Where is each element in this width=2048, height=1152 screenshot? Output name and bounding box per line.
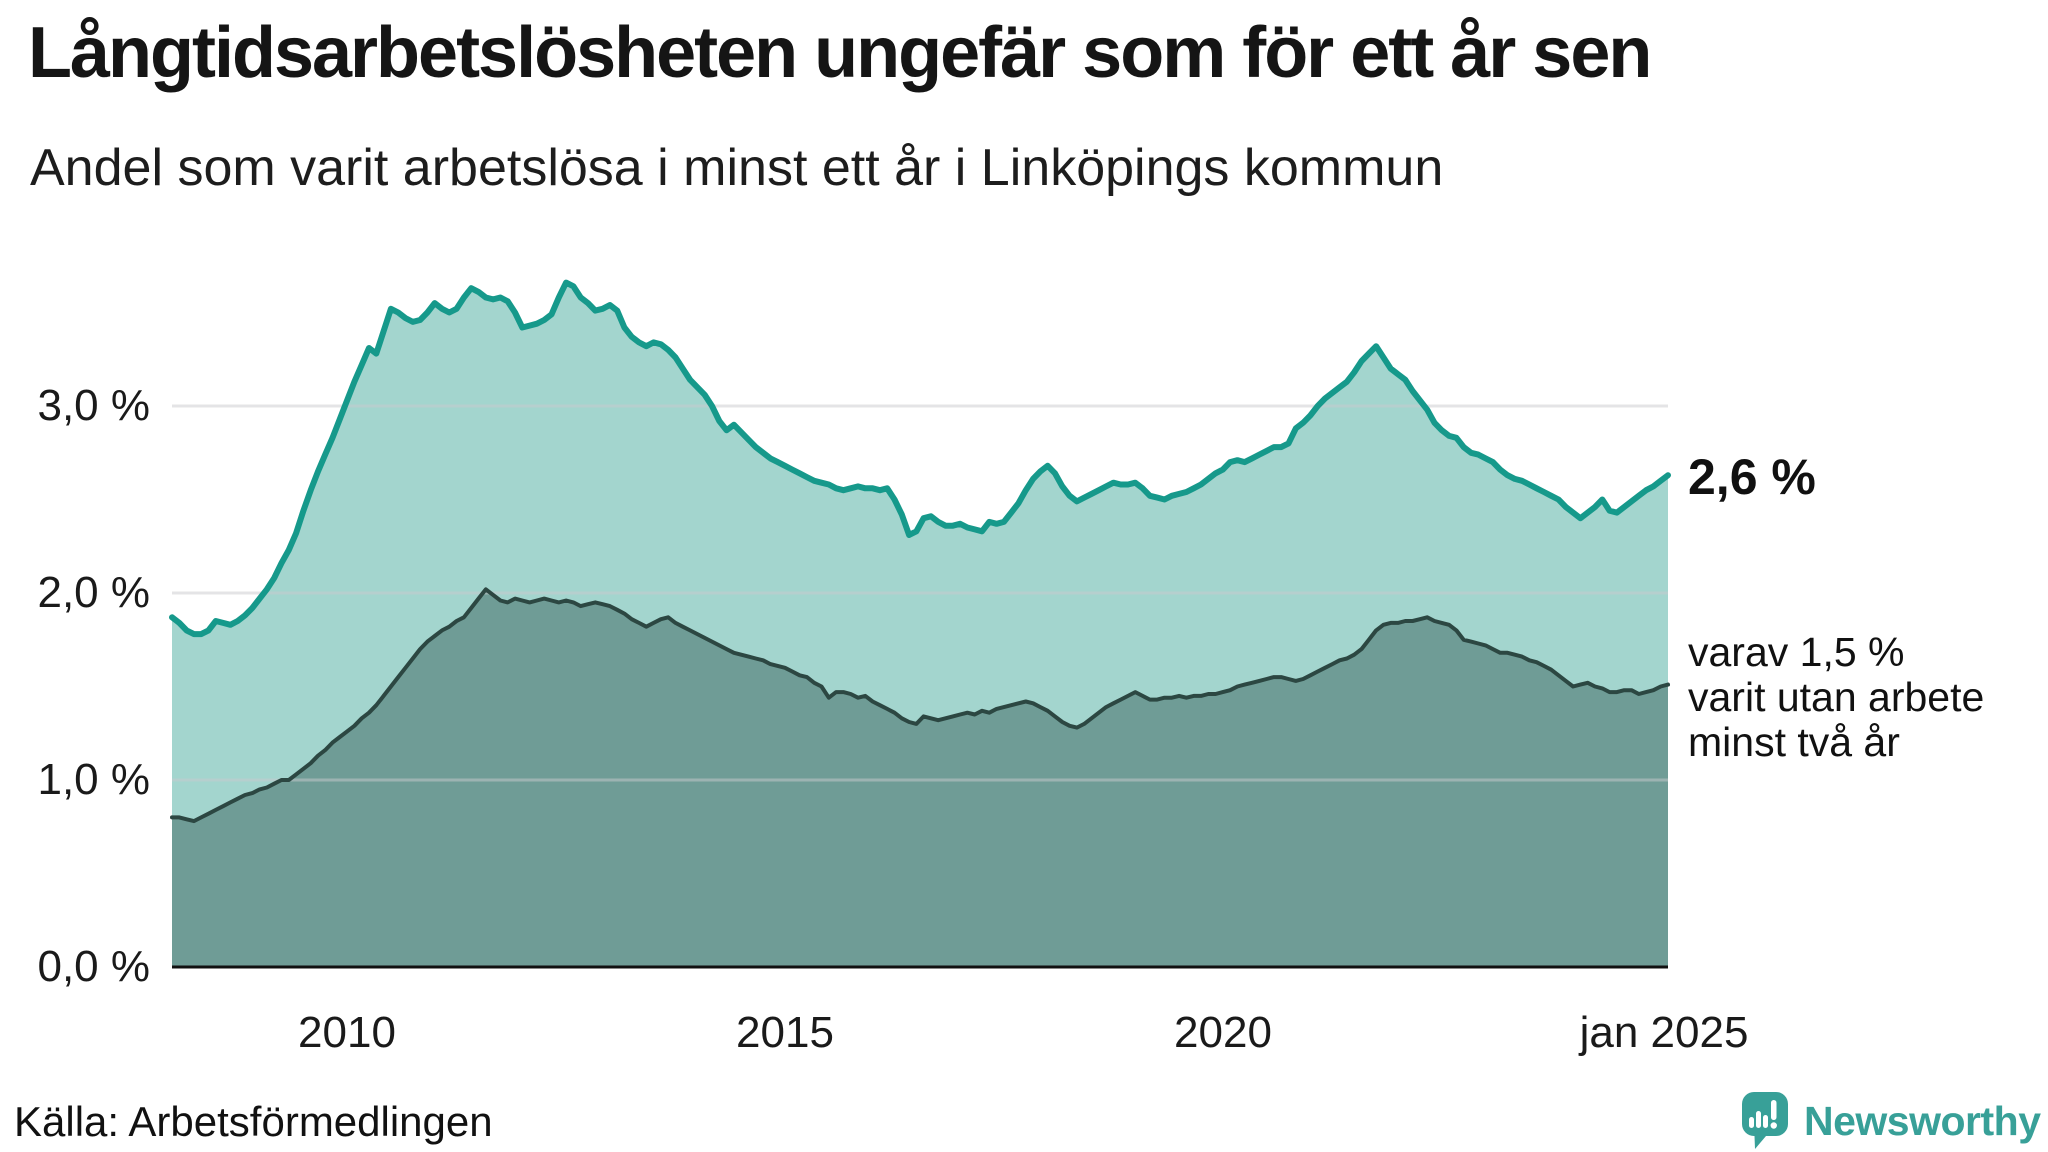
newsworthy-logo: Newsworthy: [1742, 1092, 2041, 1150]
series-two-year-line: [170, 587, 1670, 824]
x-axis-label-jan-2025: jan 2025: [1579, 1008, 1749, 1057]
series-two-year-area-fill: [172, 589, 1668, 967]
x-axis-label-2010: 2010: [298, 1008, 396, 1057]
y-axis-label-2pct: 2,0 %: [37, 568, 150, 617]
y-axis-label-3pct: 3,0 %: [37, 381, 150, 430]
newsworthy-wordmark: Newsworthy: [1804, 1097, 2041, 1144]
two-year-share-annotation: varav 1,5 % varit utan arbete minst två …: [1688, 629, 1985, 765]
y-axis-label-1pct: 1,0 %: [37, 755, 150, 804]
latest-total-value-annotation: 2,6 %: [1688, 449, 1816, 505]
source-note: Källa: Arbetsförmedlingen: [14, 1098, 493, 1145]
series-total-line: [169, 279, 1671, 638]
page-title: Långtidsarbetslösheten ungefär som för e…: [28, 13, 1652, 93]
newsworthy-bubble-icon: [1742, 1092, 1788, 1149]
y-axis-label-0pct: 0,0 %: [37, 942, 150, 991]
x-axis-label-2020: 2020: [1174, 1008, 1272, 1057]
bar-chart-exclamation-glyph: [1749, 1100, 1777, 1129]
x-axis-label-2015: 2015: [736, 1008, 834, 1057]
gridlines: [172, 404, 1668, 782]
page-subtitle: Andel som varit arbetslösa i minst ett å…: [30, 139, 1444, 197]
